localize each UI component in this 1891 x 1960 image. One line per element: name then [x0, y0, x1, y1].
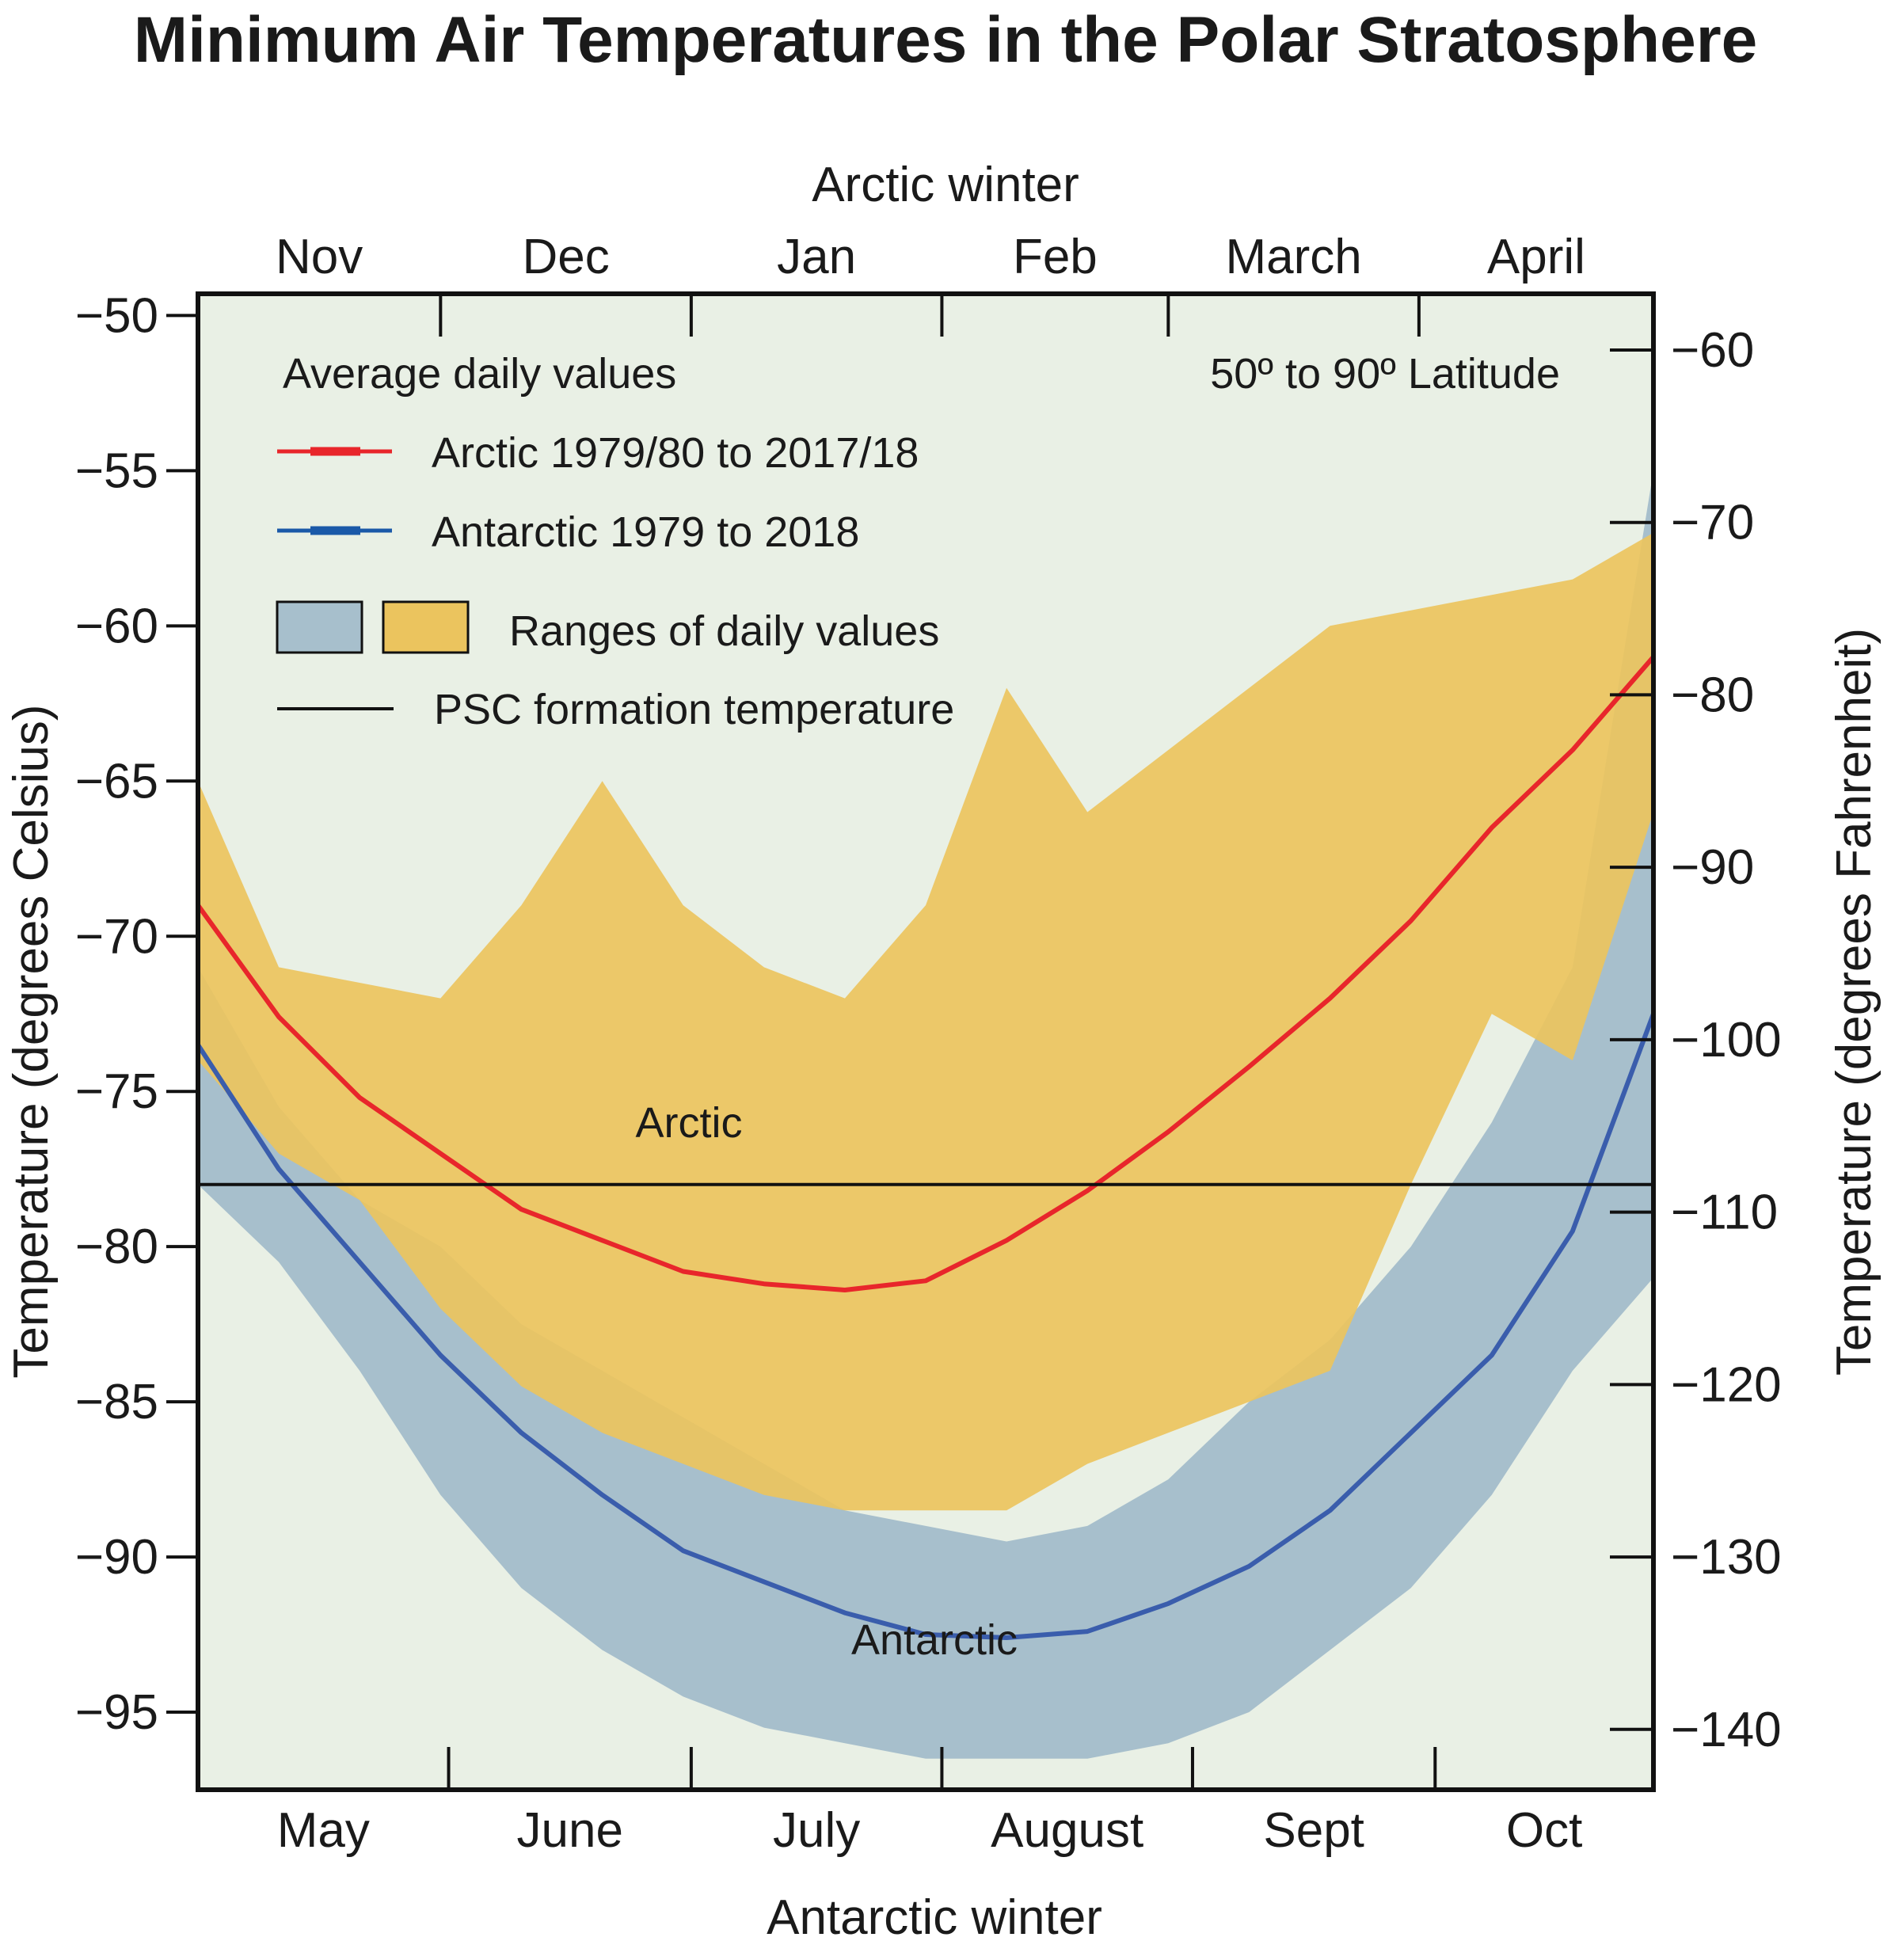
- y-right-tick-label: −110: [1671, 1186, 1778, 1240]
- antarctic-range-area: [198, 470, 1653, 1759]
- y-axis-label-left: Temperature (degrees Celsius): [4, 704, 59, 1378]
- antarctic-annotation: Antarctic: [851, 1616, 1018, 1664]
- arctic-range-area: [198, 532, 1653, 1511]
- mean-line-layer: [198, 655, 1653, 1640]
- right-ticks: −60 −70 −80 −90 −100 −110 −120 −130 −140: [1610, 323, 1782, 1757]
- legend-antarctic-range-swatch: [276, 600, 363, 654]
- y-right-tick-label: −100: [1671, 1013, 1782, 1068]
- legend-heading: Average daily values: [283, 350, 676, 398]
- top-month-label: March: [1225, 230, 1361, 284]
- legend-antarctic-label: Antarctic 1979 to 2018: [432, 508, 859, 556]
- y-left-tick-label: −75: [75, 1064, 158, 1119]
- range-layer: [198, 470, 1653, 1759]
- y-left-tick-label: −90: [75, 1530, 158, 1585]
- y-axis-label-right: Temperature (degrees Fahrenheit): [1827, 628, 1881, 1376]
- top-month-label: Feb: [1013, 230, 1098, 284]
- legend-psc-label: PSC formation temperature: [434, 686, 954, 733]
- bottom-axis-title: Antarctic winter: [767, 1890, 1102, 1945]
- top-month-labels: Nov Dec Jan Feb March April: [276, 230, 1585, 284]
- y-right-tick-label: −120: [1671, 1357, 1782, 1412]
- antarctic-mean-line: [198, 1013, 1653, 1640]
- left-ticks: −50 −55 −60 −65 −70 −75 −80 −85 −90 −95: [75, 288, 198, 1740]
- bottom-month-label: July: [773, 1803, 860, 1858]
- y-left-tick-label: −50: [75, 288, 158, 343]
- y-left-tick-label: −60: [75, 599, 158, 653]
- y-right-tick-label: −140: [1671, 1703, 1782, 1757]
- y-right-tick-label: −130: [1671, 1530, 1782, 1585]
- y-left-tick-label: −70: [75, 909, 158, 964]
- y-left-tick-label: −80: [75, 1220, 158, 1274]
- chart-title: Minimum Air Temperatures in the Polar St…: [134, 4, 1757, 76]
- top-month-label: Nov: [276, 230, 363, 284]
- top-axis-title: Arctic winter: [812, 158, 1079, 212]
- bottom-month-labels: May June July August Sept Oct: [277, 1803, 1583, 1858]
- y-left-tick-label: −55: [75, 443, 158, 498]
- legend-ranges-label: Ranges of daily values: [509, 607, 939, 655]
- y-right-tick-label: −60: [1671, 323, 1754, 378]
- plot-frame: [196, 291, 1656, 1792]
- top-month-label: Dec: [522, 230, 609, 284]
- top-month-label: April: [1487, 230, 1585, 284]
- legend: Average daily values 50º to 90º Latitude…: [276, 350, 1560, 733]
- top-ticks: [439, 294, 1421, 337]
- y-right-tick-label: −80: [1671, 668, 1754, 722]
- top-month-label: Jan: [777, 230, 856, 284]
- bottom-month-label: Sept: [1263, 1803, 1364, 1858]
- bottom-month-label: June: [516, 1803, 622, 1858]
- y-left-tick-label: −95: [75, 1685, 158, 1740]
- legend-arctic-range-swatch: [382, 600, 470, 654]
- y-left-tick-label: −85: [75, 1375, 158, 1429]
- y-right-tick-label: −90: [1671, 840, 1754, 895]
- arctic-mean-line: [198, 655, 1653, 1292]
- bottom-month-label: Oct: [1506, 1803, 1582, 1858]
- legend-note: 50º to 90º Latitude: [1210, 350, 1560, 398]
- legend-arctic-label: Arctic 1979/80 to 2017/18: [432, 429, 919, 477]
- y-right-tick-label: −70: [1671, 496, 1754, 550]
- bottom-ticks: [447, 1747, 1437, 1790]
- bottom-month-label: August: [991, 1803, 1143, 1858]
- arctic-annotation: Arctic: [636, 1099, 743, 1147]
- y-left-tick-label: −65: [75, 754, 158, 809]
- bottom-month-label: May: [277, 1803, 370, 1858]
